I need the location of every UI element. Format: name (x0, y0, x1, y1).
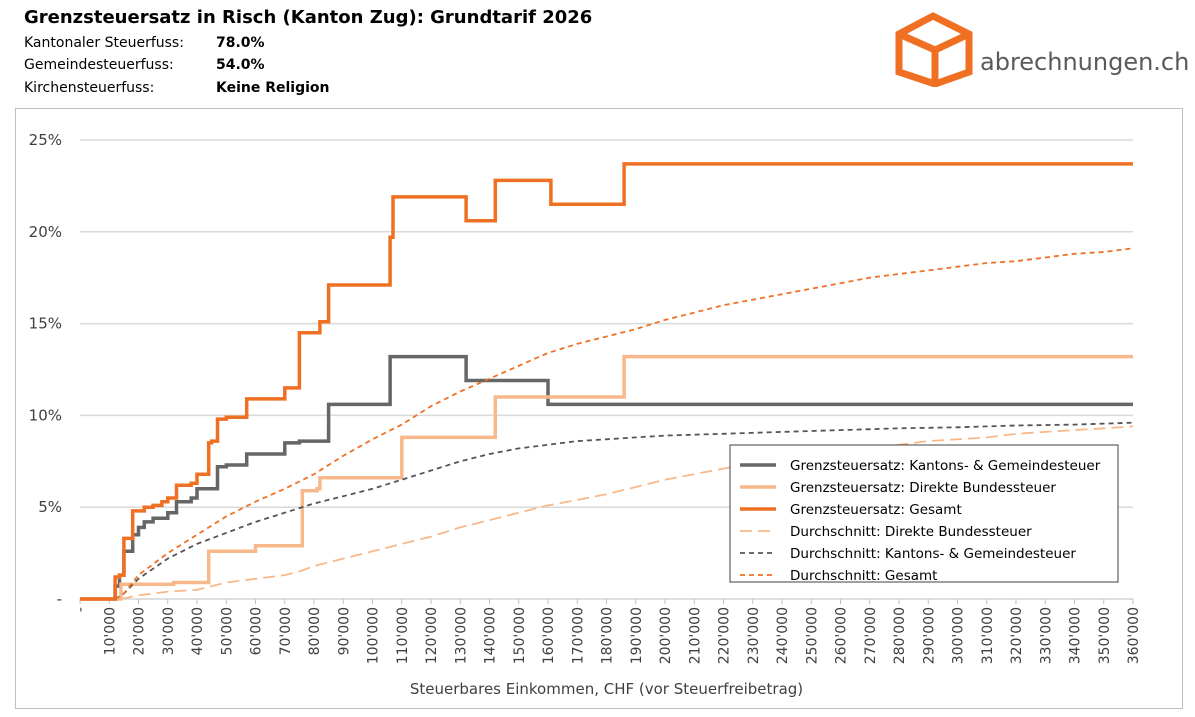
legend-entry-5: Durchschnitt: Gesamt (790, 568, 937, 584)
chart-svg: - 5% 10% 15% 20% 25% - 10'000 20'000 30'000 40'00… (29, 131, 1142, 698)
x-axis: - 10'000 20'000 30'000 40'000 50'000 60'000 70'… (73, 598, 1142, 664)
info-value-gemeinde: 54.0% (216, 57, 265, 73)
x-tick-label: 70'000 (278, 607, 294, 655)
x-tick-label: 240'000 (775, 607, 791, 664)
info-value-kanton: 78.0% (216, 35, 265, 51)
x-tick-label: 170'000 (570, 607, 586, 664)
x-tick-label: 120'000 (424, 607, 440, 664)
x-tick-label: 50'000 (219, 607, 235, 655)
legend-entry-0: Grenzsteuersatz: Kantons- & Gemeindesteu… (790, 458, 1101, 474)
legend-entry-4: Durchschnitt: Kantons- & Gemeindesteuer (790, 546, 1076, 562)
series-lines (80, 162, 1134, 601)
legend-entry-3: Durchschnitt: Direkte Bundessteuer (790, 524, 1032, 540)
legend-entry-2: Grenzsteuersatz: Gesamt (790, 502, 962, 518)
x-tick-label: 140'000 (483, 607, 499, 664)
x-tick-label: 220'000 (717, 607, 733, 664)
info-value-kirche: Keine Religion (216, 80, 330, 96)
series-line-1 (80, 354, 1133, 601)
x-tick-label: 30'000 (161, 607, 177, 655)
y-tick-label: - (57, 590, 62, 608)
x-tick-label: 290'000 (921, 607, 937, 664)
x-tick-label: 60'000 (249, 607, 265, 655)
x-tick-label: 280'000 (892, 607, 908, 664)
x-tick-label: 130'000 (453, 607, 469, 664)
x-tick-label: 80'000 (307, 607, 323, 655)
x-tick-label: - (73, 607, 89, 612)
info-label-gemeinde: Gemeindesteuerfuss: (24, 57, 174, 73)
info-label-kanton: Kantonaler Steuerfuss: (24, 35, 184, 51)
legend-entry-1: Grenzsteuersatz: Direkte Bundessteuer (790, 480, 1056, 496)
chart-frame: - 5% 10% 15% 20% 25% - 10'000 20'000 30'000 40'00… (15, 108, 1183, 709)
x-tick-label: 210'000 (687, 607, 703, 664)
grid (80, 139, 1133, 508)
series-line-5 (114, 247, 1134, 600)
legend: Grenzsteuersatz: Kantons- & Gemeindesteu… (729, 444, 1119, 584)
x-tick-label: 320'000 (1009, 607, 1025, 664)
header: Grenzsteuersatz in Risch (Kanton Zug): G… (0, 0, 1195, 105)
y-tick-label: 5% (38, 498, 62, 516)
x-tick-label: 350'000 (1097, 607, 1113, 664)
x-tick-label: 200'000 (658, 607, 674, 664)
x-tick-label: 260'000 (834, 607, 850, 664)
x-tick-label: 230'000 (746, 607, 762, 664)
y-tick-label: 25% (29, 131, 62, 149)
x-tick-label: 150'000 (512, 607, 528, 664)
page-title: Grenzsteuersatz in Risch (Kanton Zug): G… (24, 7, 593, 28)
legend-box (729, 444, 1119, 583)
y-tick-label: 15% (29, 315, 62, 333)
logo[interactable]: abrechnungen.ch (895, 12, 1189, 88)
x-tick-label: 20'000 (132, 607, 148, 655)
x-tick-label: 270'000 (863, 607, 879, 664)
y-tick-label: 10% (29, 406, 62, 424)
x-tick-label: 110'000 (395, 607, 411, 664)
x-tick-label: 250'000 (804, 607, 820, 664)
logo-text: abrechnungen.ch (980, 48, 1190, 76)
x-tick-label: 310'000 (980, 607, 996, 664)
x-tick-label: 190'000 (629, 607, 645, 664)
series-line-0 (80, 354, 1133, 601)
x-tick-label: 160'000 (541, 607, 557, 664)
x-tick-label: 330'000 (1038, 607, 1054, 664)
x-tick-label: 300'000 (951, 607, 967, 664)
series-line-4 (114, 421, 1134, 600)
x-tick-label: 340'000 (1068, 607, 1084, 664)
series-line-3 (120, 425, 1134, 600)
x-axis-label: Steuerbares Einkommen, CHF (vor Steuerfr… (410, 680, 803, 698)
y-tick-label: 20% (29, 223, 62, 241)
x-tick-label: 360'000 (1126, 607, 1142, 664)
y-axis: - 5% 10% 15% 20% 25% (29, 131, 62, 608)
info-label-kirche: Kirchensteuerfuss: (24, 80, 155, 96)
series-line-2 (80, 162, 1133, 601)
cube-icon (895, 12, 973, 88)
x-tick-label: 100'000 (366, 607, 382, 664)
x-tick-label: 90'000 (336, 607, 352, 655)
x-tick-label: 180'000 (600, 607, 616, 664)
x-tick-label: 10'000 (102, 607, 118, 655)
x-tick-label: 40'000 (190, 607, 206, 655)
